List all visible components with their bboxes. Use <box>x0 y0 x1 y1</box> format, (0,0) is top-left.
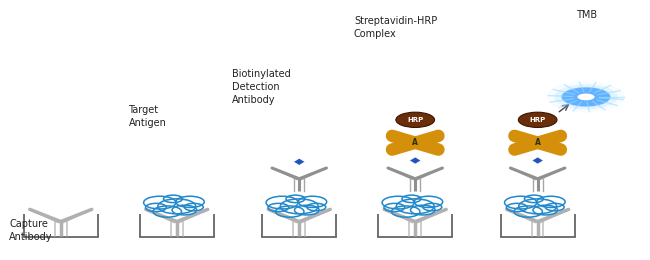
Circle shape <box>396 112 435 127</box>
Polygon shape <box>293 158 305 165</box>
Text: Target
Antigen: Target Antigen <box>129 105 166 128</box>
Text: A: A <box>535 138 541 147</box>
Text: A: A <box>412 138 418 147</box>
Text: Capture
Antibody: Capture Antibody <box>9 219 53 242</box>
Circle shape <box>518 112 557 127</box>
Text: HRP: HRP <box>530 117 546 123</box>
Polygon shape <box>532 157 543 164</box>
Circle shape <box>562 87 610 107</box>
Circle shape <box>547 81 625 112</box>
Circle shape <box>577 94 595 100</box>
Polygon shape <box>410 157 421 164</box>
Text: Streptavidin-HRP
Complex: Streptavidin-HRP Complex <box>354 16 437 39</box>
Text: Biotinylated
Detection
Antibody: Biotinylated Detection Antibody <box>231 69 291 105</box>
Circle shape <box>554 84 618 109</box>
Text: TMB: TMB <box>577 10 597 21</box>
Text: HRP: HRP <box>407 117 423 123</box>
